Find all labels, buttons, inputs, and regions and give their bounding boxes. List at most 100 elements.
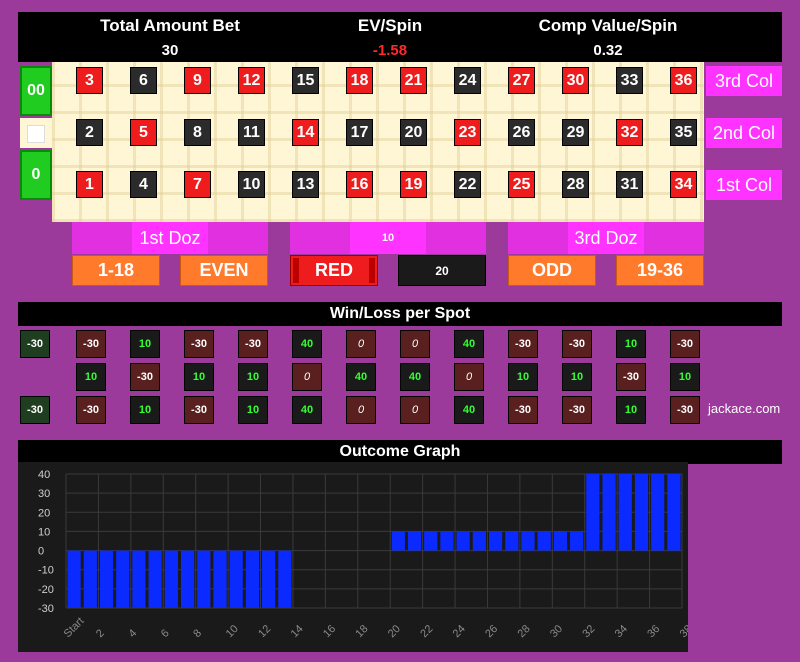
number-cell-1[interactable]: 1	[76, 171, 103, 198]
winloss-cell: 10	[130, 396, 160, 424]
red-stripe-right	[369, 258, 375, 283]
x-tick-label: 26	[483, 623, 500, 640]
high-button[interactable]: 19-36	[616, 255, 704, 286]
winloss-cell: 10	[670, 363, 700, 391]
bar	[262, 550, 276, 608]
number-cell-24[interactable]: 24	[454, 67, 481, 94]
bar	[667, 474, 681, 551]
number-cell-27[interactable]: 27	[508, 67, 535, 94]
winloss-cell: 10	[130, 330, 160, 358]
zero-split-cell[interactable]	[20, 118, 52, 148]
number-cell-16[interactable]: 16	[346, 171, 373, 198]
winloss-cell: 0	[400, 330, 430, 358]
y-tick-label: -20	[38, 584, 54, 596]
black-bet-amount: 20	[435, 263, 449, 278]
winloss-cell: -30	[616, 363, 646, 391]
bar	[148, 550, 162, 608]
number-cell-11[interactable]: 11	[238, 119, 265, 146]
zero-0-cell[interactable]: 0	[20, 150, 52, 200]
number-cell-21[interactable]: 21	[400, 67, 427, 94]
comp-stat: Comp Value/Spin 0.32	[488, 12, 728, 59]
x-tick-label: 32	[580, 623, 597, 640]
x-tick-label: 30	[548, 623, 565, 640]
number-cell-19[interactable]: 19	[400, 171, 427, 198]
number-cell-13[interactable]: 13	[292, 171, 319, 198]
winloss-cell: 0	[454, 363, 484, 391]
bar	[440, 531, 454, 551]
total-bet-value: 30	[161, 42, 179, 59]
dozen-1st-label: 1st Doz	[132, 222, 208, 254]
roulette-felt	[52, 62, 704, 222]
winloss-cell: 10	[562, 363, 592, 391]
winloss-cell: 10	[238, 396, 268, 424]
winloss-cell: -30	[184, 330, 214, 358]
number-cell-4[interactable]: 4	[130, 171, 157, 198]
number-cell-9[interactable]: 9	[184, 67, 211, 94]
ev-label: EV/Spin	[357, 16, 423, 35]
low-button[interactable]: 1-18	[72, 255, 160, 286]
winloss-cell: 10	[184, 363, 214, 391]
number-cell-6[interactable]: 6	[130, 67, 157, 94]
number-cell-28[interactable]: 28	[562, 171, 589, 198]
y-tick-label: 0	[38, 546, 44, 558]
number-cell-10[interactable]: 10	[238, 171, 265, 198]
number-cell-25[interactable]: 25	[508, 171, 535, 198]
number-cell-18[interactable]: 18	[346, 67, 373, 94]
number-cell-33[interactable]: 33	[616, 67, 643, 94]
winloss-cell: 40	[346, 363, 376, 391]
number-cell-36[interactable]: 36	[670, 67, 697, 94]
number-cell-20[interactable]: 20	[400, 119, 427, 146]
bar	[456, 531, 470, 551]
zero-00-cell[interactable]: 00	[20, 66, 52, 116]
bar	[586, 474, 600, 551]
x-tick-label: 14	[289, 623, 306, 640]
ev-value: -1.58	[372, 42, 408, 59]
black-button[interactable]: 20	[398, 255, 486, 286]
number-cell-15[interactable]: 15	[292, 67, 319, 94]
number-cell-12[interactable]: 12	[238, 67, 265, 94]
winloss-zero-00: -30	[20, 330, 50, 358]
dozen-2nd-area[interactable]: 10	[290, 222, 486, 254]
number-cell-32[interactable]: 32	[616, 119, 643, 146]
bar	[180, 550, 195, 608]
winloss-cell: -30	[76, 330, 106, 358]
dozen-1st-area[interactable]: 1st Doz	[72, 222, 268, 254]
number-cell-3[interactable]: 3	[76, 67, 103, 94]
winloss-cell: -30	[670, 396, 700, 424]
winloss-cell: 40	[454, 396, 484, 424]
winloss-cell: 10	[238, 363, 268, 391]
number-cell-17[interactable]: 17	[346, 119, 373, 146]
bar	[245, 550, 260, 608]
number-cell-35[interactable]: 35	[670, 119, 697, 146]
x-tick-label: 16	[321, 623, 338, 640]
col-3rd-button[interactable]: 3rd Col	[706, 66, 782, 96]
bar	[634, 474, 649, 551]
number-cell-34[interactable]: 34	[670, 171, 697, 198]
number-cell-26[interactable]: 26	[508, 119, 535, 146]
red-button[interactable]: RED	[290, 255, 378, 286]
number-cell-14[interactable]: 14	[292, 119, 319, 146]
number-cell-8[interactable]: 8	[184, 119, 211, 146]
dozen-3rd-area[interactable]: 3rd Doz	[508, 222, 704, 254]
x-tick-label: 24	[451, 623, 468, 640]
x-tick-label: 12	[256, 623, 273, 640]
number-cell-22[interactable]: 22	[454, 171, 481, 198]
odd-button[interactable]: ODD	[508, 255, 596, 286]
bar	[488, 531, 503, 551]
col-2nd-button[interactable]: 2nd Col	[706, 118, 782, 148]
number-cell-5[interactable]: 5	[130, 119, 157, 146]
number-cell-29[interactable]: 29	[562, 119, 589, 146]
y-tick-label: 10	[38, 526, 50, 538]
number-cell-2[interactable]: 2	[76, 119, 103, 146]
number-cell-30[interactable]: 30	[562, 67, 589, 94]
y-tick-label: 20	[38, 507, 50, 519]
col-1st-button[interactable]: 1st Col	[706, 170, 782, 200]
bar	[424, 531, 438, 551]
number-cell-23[interactable]: 23	[454, 119, 481, 146]
brand-link[interactable]: jackace.com	[708, 401, 781, 416]
even-button[interactable]: EVEN	[180, 255, 268, 286]
number-cell-31[interactable]: 31	[616, 171, 643, 198]
number-cell-7[interactable]: 7	[184, 171, 211, 198]
bar	[213, 550, 227, 608]
bar	[99, 550, 114, 608]
